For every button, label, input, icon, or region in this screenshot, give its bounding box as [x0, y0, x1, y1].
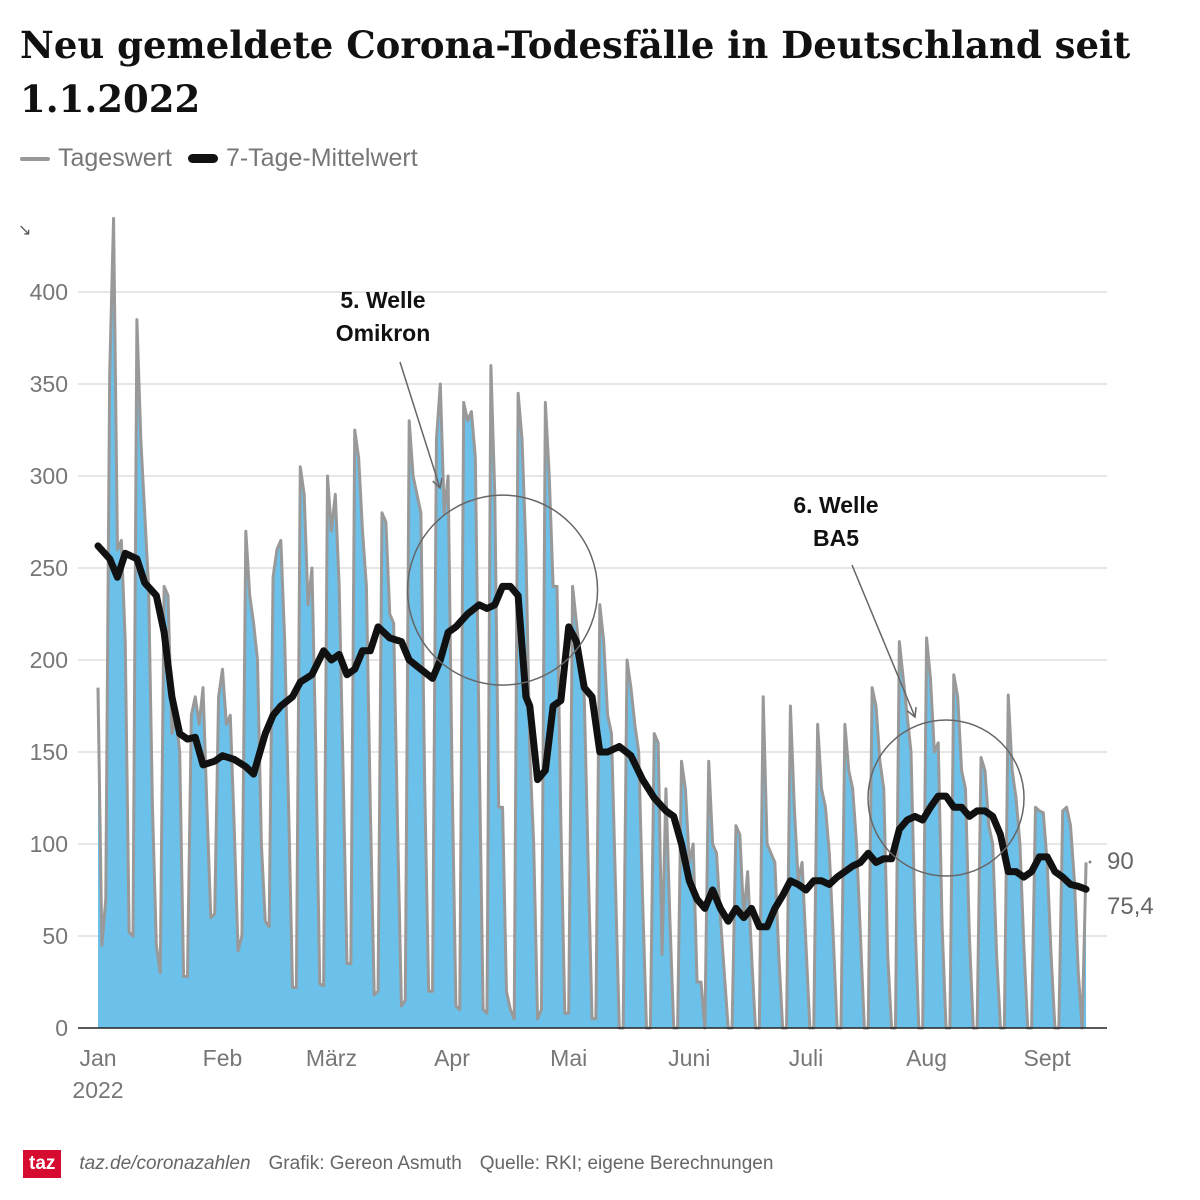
y-tick-label: 200 [30, 647, 68, 673]
x-tick-label: Aug [906, 1045, 947, 1071]
annotation-subtitle: BA5 [813, 525, 859, 551]
y-tick-label: 100 [30, 831, 68, 857]
y-tick-label: 50 [42, 923, 68, 949]
legend-ma-swatch [187, 154, 218, 163]
daily-area [98, 218, 1087, 1028]
legend-ma-label: 7-Tage-Mittelwert [225, 144, 418, 172]
end-dot [1088, 860, 1092, 864]
y-tick-label: 400 [30, 279, 68, 305]
x-tick-label: Mai [550, 1045, 587, 1071]
x-tick-label: Sept [1023, 1045, 1071, 1071]
arrow-down-right-icon: ↘ [18, 222, 32, 239]
annotation-subtitle: Omikron [336, 320, 431, 346]
annotation-arrow [399, 361, 441, 489]
footer: taz taz.de/coronazahlen Grafik: Gereon A… [23, 1150, 791, 1178]
end-label-ma: 75,4 [1107, 893, 1154, 920]
x-tick-label: Juli [789, 1045, 824, 1071]
x-tick-label: Apr [434, 1045, 470, 1071]
y-tick-label: 250 [30, 555, 68, 581]
y-tick-label: 300 [30, 463, 68, 489]
chart-title: Neu gemeldete Corona-Todesfälle in Deuts… [20, 23, 1131, 121]
y-tick-label: 350 [30, 371, 68, 397]
x-tick-year: 2022 [72, 1077, 123, 1103]
ma-line [94, 542, 1090, 931]
annotation-title: 6. Welle [793, 492, 878, 518]
source: Quelle: RKI; eigene Berechnungen [479, 1153, 774, 1174]
legend: Tageswert 7-Tage-Mittelwert [20, 144, 418, 173]
source-link[interactable]: taz.de/coronazahlen [79, 1153, 251, 1174]
x-tick-label: Jan [79, 1045, 116, 1071]
y-tick-label: 0 [55, 1015, 68, 1041]
wave-circle [867, 719, 1025, 877]
annotation-title: 5. Welle [340, 287, 425, 313]
credit: Grafik: Gereon Asmuth [268, 1153, 462, 1174]
x-tick-label: Juni [668, 1045, 710, 1071]
x-tick-label: März [306, 1045, 357, 1071]
x-tick-label: Feb [203, 1045, 243, 1071]
arrowhead-icon [432, 478, 443, 490]
wave-circle [406, 494, 599, 686]
legend-daily-swatch [20, 156, 50, 161]
taz-logo: taz [23, 1150, 62, 1178]
annotation-arrow [851, 564, 916, 718]
arrowhead-icon [906, 706, 917, 719]
legend-daily-label: Tageswert [58, 144, 172, 172]
end-label-daily: 90 [1107, 848, 1134, 875]
y-tick-label: 150 [30, 739, 68, 765]
